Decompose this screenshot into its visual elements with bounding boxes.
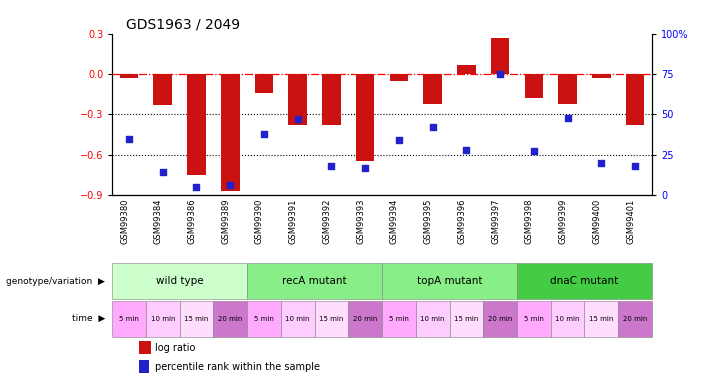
Bar <box>139 341 151 354</box>
Point <box>123 135 135 141</box>
Bar <box>146 301 179 337</box>
Text: log ratio: log ratio <box>156 343 196 353</box>
Bar <box>592 74 611 78</box>
Text: GSM99386: GSM99386 <box>187 198 196 244</box>
Bar <box>281 301 315 337</box>
Bar <box>315 301 348 337</box>
Text: 5 min: 5 min <box>389 316 409 322</box>
Text: GSM99384: GSM99384 <box>154 198 163 244</box>
Text: wild type: wild type <box>156 276 203 286</box>
Bar <box>288 74 307 125</box>
Point <box>292 116 304 122</box>
Text: 10 min: 10 min <box>555 316 580 322</box>
Text: 15 min: 15 min <box>319 316 343 322</box>
Bar <box>524 74 543 98</box>
Bar <box>247 301 281 337</box>
Text: 10 min: 10 min <box>285 316 310 322</box>
Text: GSM99394: GSM99394 <box>390 198 399 244</box>
Bar <box>558 74 577 104</box>
Bar <box>247 263 382 299</box>
Bar <box>457 64 476 74</box>
Point <box>157 170 168 176</box>
Bar <box>390 74 408 81</box>
Point <box>494 71 505 77</box>
Bar <box>112 263 247 299</box>
Text: GSM99398: GSM99398 <box>525 198 534 244</box>
Text: time  ▶: time ▶ <box>72 314 105 323</box>
Text: 20 min: 20 min <box>623 316 647 322</box>
Text: 10 min: 10 min <box>151 316 175 322</box>
Text: GSM99396: GSM99396 <box>457 198 466 244</box>
Text: GSM99397: GSM99397 <box>491 198 500 244</box>
Point <box>224 182 236 188</box>
Bar <box>221 74 240 191</box>
Bar <box>139 360 149 373</box>
Text: 20 min: 20 min <box>353 316 377 322</box>
Point <box>259 131 270 137</box>
Point <box>529 148 540 154</box>
Bar <box>154 74 172 105</box>
Point <box>427 124 438 130</box>
Text: topA mutant: topA mutant <box>417 276 482 286</box>
Point <box>393 137 404 143</box>
Bar <box>382 301 416 337</box>
Bar <box>382 263 517 299</box>
Text: GSM99400: GSM99400 <box>592 198 601 244</box>
Text: 15 min: 15 min <box>454 316 479 322</box>
Bar <box>179 301 213 337</box>
Text: 5 min: 5 min <box>119 316 139 322</box>
Text: 20 min: 20 min <box>488 316 512 322</box>
Bar <box>213 301 247 337</box>
Point <box>629 163 641 169</box>
Point <box>562 115 573 121</box>
Text: GSM99390: GSM99390 <box>255 198 264 244</box>
Text: GSM99395: GSM99395 <box>423 198 433 244</box>
Text: GSM99391: GSM99391 <box>289 198 298 244</box>
Text: 15 min: 15 min <box>184 316 209 322</box>
Text: GSM99393: GSM99393 <box>356 198 365 244</box>
Point <box>360 165 371 171</box>
Bar <box>120 74 138 78</box>
Point <box>461 147 472 153</box>
Text: GDS1963 / 2049: GDS1963 / 2049 <box>126 18 240 32</box>
Text: GSM99392: GSM99392 <box>322 198 332 244</box>
Bar <box>585 301 618 337</box>
Text: GSM99380: GSM99380 <box>120 198 129 244</box>
Bar <box>551 301 585 337</box>
Bar <box>491 38 510 74</box>
Bar <box>423 74 442 104</box>
Text: 10 min: 10 min <box>421 316 445 322</box>
Bar <box>517 301 551 337</box>
Text: 20 min: 20 min <box>218 316 243 322</box>
Point <box>191 184 202 190</box>
Text: percentile rank within the sample: percentile rank within the sample <box>156 362 320 372</box>
Bar <box>618 301 652 337</box>
Text: genotype/variation  ▶: genotype/variation ▶ <box>6 277 105 286</box>
Text: 15 min: 15 min <box>589 316 613 322</box>
Bar <box>112 301 146 337</box>
Bar <box>449 301 483 337</box>
Point <box>326 163 337 169</box>
Bar <box>254 74 273 93</box>
Bar <box>626 74 644 125</box>
Bar <box>348 301 382 337</box>
Text: GSM99389: GSM99389 <box>222 198 230 244</box>
Bar <box>187 74 206 175</box>
Bar <box>483 301 517 337</box>
Text: 5 min: 5 min <box>254 316 274 322</box>
Bar <box>416 301 449 337</box>
Text: recA mutant: recA mutant <box>283 276 347 286</box>
Text: dnaC mutant: dnaC mutant <box>550 276 618 286</box>
Point <box>596 160 607 166</box>
Text: 5 min: 5 min <box>524 316 544 322</box>
Bar <box>322 74 341 125</box>
Bar <box>517 263 652 299</box>
Bar <box>356 74 374 161</box>
Text: GSM99401: GSM99401 <box>626 198 635 244</box>
Text: GSM99399: GSM99399 <box>559 198 568 244</box>
